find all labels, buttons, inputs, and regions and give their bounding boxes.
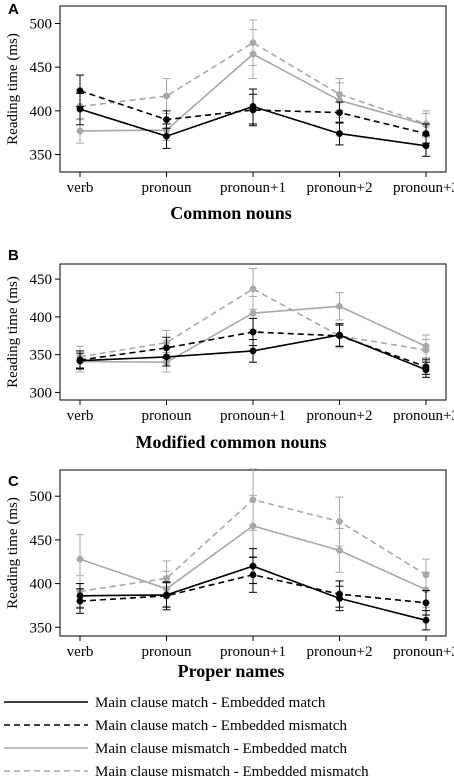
y-tick-label: 400: [30, 310, 53, 326]
x-tick-label: pronoun+3: [393, 408, 454, 424]
y-tick-label: 350: [30, 148, 53, 164]
x-tick-label: pronoun+1: [220, 180, 286, 196]
data-point: [336, 109, 343, 117]
x-tick-label: verb: [67, 180, 94, 196]
x-tick-label: pronoun+1: [220, 644, 286, 660]
data-point: [163, 132, 170, 140]
legend-label: Main clause match - Embedded mismatch: [95, 718, 348, 734]
panel-letter: A: [8, 1, 19, 18]
x-tick-label: pronoun+2: [307, 408, 373, 424]
data-point: [76, 555, 84, 563]
data-point: [249, 328, 257, 336]
panel-letter: C: [8, 473, 19, 490]
panel-title: Modified common nouns: [135, 432, 326, 452]
data-point: [163, 591, 170, 599]
x-tick-label: pronoun+3: [393, 180, 454, 196]
data-point: [249, 103, 257, 110]
data-point: [163, 353, 170, 361]
y-tick-label: 450: [30, 60, 53, 76]
series-line: [79, 89, 427, 135]
data-point: [163, 92, 170, 100]
data-point: [336, 546, 343, 554]
x-tick-label: pronoun+3: [393, 644, 454, 660]
legend-item: Main clause mismatch - Embedded match: [4, 741, 348, 757]
y-axis-label: Reading time (ms): [5, 497, 21, 609]
legend-item: Main clause match - Embedded mismatch: [4, 718, 348, 734]
data-point: [422, 599, 430, 607]
y-tick-label: 400: [30, 104, 53, 120]
data-point: [249, 522, 257, 530]
data-point: [422, 616, 430, 624]
y-tick-label: 300: [30, 385, 53, 401]
x-tick-label: pronoun: [142, 644, 192, 660]
data-point: [249, 285, 257, 293]
series-1: [76, 323, 430, 378]
y-axis-label: Reading time (ms): [5, 276, 21, 388]
data-point: [249, 562, 257, 570]
data-point: [76, 127, 84, 135]
panel-A: A 350 400 450 500 verb pronoun pronoun+1 pronoun…: [5, 1, 454, 223]
data-point: [249, 309, 257, 317]
x-tick-label: verb: [67, 644, 94, 660]
x-tick-label: pronoun+2: [307, 180, 373, 196]
panel-title: Common nouns: [170, 203, 292, 223]
panel-letter: B: [8, 247, 19, 264]
x-tick-label: pronoun: [142, 180, 192, 196]
data-point: [336, 331, 343, 339]
legend-label: Main clause mismatch - Embedded mismatch: [95, 764, 369, 780]
x-tick-label: pronoun: [142, 408, 192, 424]
data-point: [76, 592, 84, 600]
y-tick-label: 450: [30, 533, 53, 549]
y-tick-label: 350: [30, 620, 53, 636]
y-tick-label: 500: [30, 489, 53, 505]
panel-title: Proper names: [178, 661, 285, 681]
legend-label: Main clause mismatch - Embedded match: [95, 741, 348, 757]
legend-item: Main clause match - Embedded match: [4, 695, 326, 711]
y-tick-label: 400: [30, 577, 53, 593]
data-point: [422, 366, 430, 374]
x-tick-label: pronoun+1: [220, 408, 286, 424]
data-point: [336, 594, 343, 602]
data-point: [336, 518, 343, 525]
y-tick-label: 350: [30, 348, 53, 364]
data-point: [76, 105, 84, 113]
panel-B: B 300 350 400 450 verb pronoun pronoun+1 pronoun…: [5, 247, 454, 452]
data-point: [422, 342, 430, 350]
y-tick-label: 500: [30, 16, 53, 32]
data-point: [336, 130, 343, 138]
data-point: [336, 302, 343, 310]
legend-label: Main clause match - Embedded match: [95, 695, 326, 711]
x-tick-label: pronoun+2: [307, 644, 373, 660]
legend-item: Main clause mismatch - Embedded mismatch: [4, 764, 369, 780]
legend: Main clause match - Embedded match Main c…: [4, 695, 369, 780]
x-tick-label: verb: [67, 408, 94, 424]
y-tick-label: 450: [30, 272, 53, 288]
series-1: [76, 88, 430, 157]
data-point: [249, 347, 257, 355]
data-point: [422, 142, 430, 150]
data-point: [249, 50, 257, 58]
panel-C: C 350 400 450 500 verb pronoun pronoun+1 pronoun…: [5, 468, 454, 681]
series-1: [76, 548, 430, 631]
y-axis-label: Reading time (ms): [5, 33, 21, 145]
data-point: [76, 357, 84, 365]
data-point: [163, 116, 170, 124]
